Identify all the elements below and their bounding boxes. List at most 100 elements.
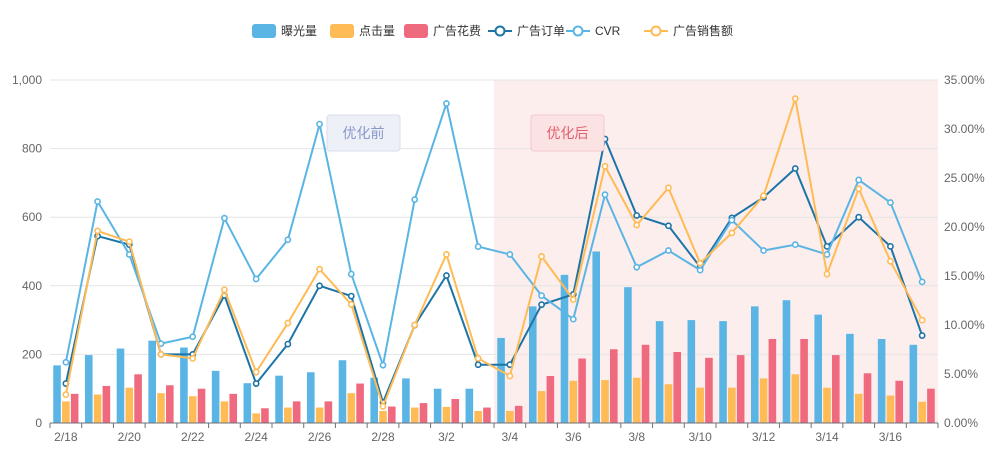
bar[interactable] (243, 383, 252, 423)
bar[interactable] (166, 385, 174, 423)
legend-item[interactable]: 曝光量 (252, 24, 317, 38)
data-point[interactable] (94, 227, 101, 235)
bar[interactable] (664, 384, 673, 423)
data-point[interactable] (252, 380, 260, 387)
data-point[interactable] (347, 270, 355, 278)
data-point[interactable] (918, 278, 926, 286)
data-point[interactable] (538, 252, 545, 260)
data-point[interactable] (252, 275, 260, 283)
bar[interactable] (70, 393, 79, 423)
data-point[interactable] (284, 319, 292, 327)
bar[interactable] (84, 355, 93, 423)
data-point[interactable] (411, 196, 419, 203)
legend-item[interactable]: CVR (566, 24, 621, 38)
bar[interactable] (252, 413, 260, 423)
data-point[interactable] (728, 216, 736, 224)
data-point[interactable] (316, 282, 323, 290)
bar[interactable] (846, 333, 854, 423)
data-point[interactable] (696, 259, 704, 267)
bar[interactable] (402, 378, 410, 423)
bar[interactable] (442, 406, 451, 423)
data-point[interactable] (823, 251, 831, 258)
bar[interactable] (388, 406, 396, 423)
legend-item[interactable]: 点击量 (330, 24, 395, 38)
bar[interactable] (800, 338, 808, 423)
data-point[interactable] (855, 213, 863, 221)
data-point[interactable] (728, 229, 736, 237)
bar[interactable] (324, 401, 333, 423)
bar[interactable] (148, 340, 156, 423)
bar[interactable] (601, 380, 609, 423)
bar[interactable] (673, 351, 682, 423)
data-point[interactable] (887, 199, 894, 206)
bar[interactable] (451, 398, 460, 423)
data-point[interactable] (443, 251, 450, 258)
data-point[interactable] (347, 292, 355, 300)
legend[interactable]: 曝光量 点击量 广告花费 广告订单 CVR 广告销售额 (252, 23, 733, 38)
data-point[interactable] (633, 263, 641, 271)
data-point[interactable] (157, 350, 165, 358)
bar[interactable] (768, 338, 777, 423)
bar[interactable] (180, 347, 188, 423)
bar[interactable] (433, 388, 442, 423)
data-point[interactable] (221, 286, 228, 294)
bar[interactable] (696, 387, 704, 423)
data-point[interactable] (791, 165, 799, 172)
bar[interactable] (157, 393, 165, 423)
bar[interactable] (528, 306, 537, 423)
data-point[interactable] (379, 402, 387, 410)
bar[interactable] (895, 380, 904, 423)
bar[interactable] (641, 344, 650, 423)
data-point[interactable] (696, 266, 704, 274)
bar[interactable] (632, 377, 641, 423)
data-point[interactable] (918, 316, 926, 324)
bar[interactable] (918, 401, 926, 423)
bar[interactable] (62, 401, 70, 423)
data-point[interactable] (125, 238, 133, 246)
data-point[interactable] (665, 247, 672, 254)
data-point[interactable] (887, 242, 894, 250)
data-point[interactable] (316, 120, 323, 128)
data-point[interactable] (887, 257, 894, 265)
data-point[interactable] (791, 241, 799, 249)
bar[interactable] (569, 380, 578, 423)
data-point[interactable] (474, 361, 482, 369)
data-point[interactable] (855, 185, 863, 193)
bar[interactable] (736, 355, 745, 423)
bar[interactable] (410, 407, 419, 423)
bar[interactable] (188, 396, 197, 423)
bar[interactable] (863, 373, 872, 423)
data-point[interactable] (506, 251, 514, 258)
bar[interactable] (624, 287, 632, 423)
data-point[interactable] (62, 358, 70, 366)
bar[interactable] (497, 337, 505, 423)
data-point[interactable] (918, 332, 926, 339)
data-point[interactable] (538, 292, 545, 299)
data-point[interactable] (633, 221, 641, 229)
data-point[interactable] (665, 184, 672, 192)
bar[interactable] (93, 394, 102, 423)
data-point[interactable] (601, 191, 609, 199)
data-point[interactable] (189, 333, 197, 341)
data-point[interactable] (760, 192, 767, 200)
bar[interactable] (229, 393, 238, 423)
bar[interactable] (211, 370, 220, 423)
bar[interactable] (610, 349, 618, 423)
data-point[interactable] (62, 391, 70, 398)
bar[interactable] (759, 378, 768, 423)
data-point[interactable] (665, 222, 672, 230)
data-point[interactable] (316, 265, 323, 273)
bar[interactable] (909, 344, 918, 423)
legend-item[interactable]: 广告销售额 (644, 23, 733, 38)
data-point[interactable] (506, 372, 514, 380)
bar[interactable] (537, 391, 546, 423)
bar[interactable] (356, 383, 364, 423)
data-point[interactable] (347, 301, 355, 308)
bar[interactable] (750, 306, 759, 423)
legend-item[interactable]: 广告花费 (404, 23, 481, 38)
bar[interactable] (261, 408, 269, 423)
bar[interactable] (474, 410, 482, 423)
bar[interactable] (877, 338, 886, 423)
bar[interactable] (832, 355, 840, 423)
data-point[interactable] (284, 236, 292, 244)
